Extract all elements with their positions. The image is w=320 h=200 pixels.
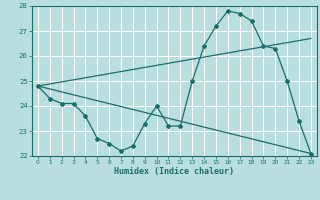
- X-axis label: Humidex (Indice chaleur): Humidex (Indice chaleur): [115, 167, 234, 176]
